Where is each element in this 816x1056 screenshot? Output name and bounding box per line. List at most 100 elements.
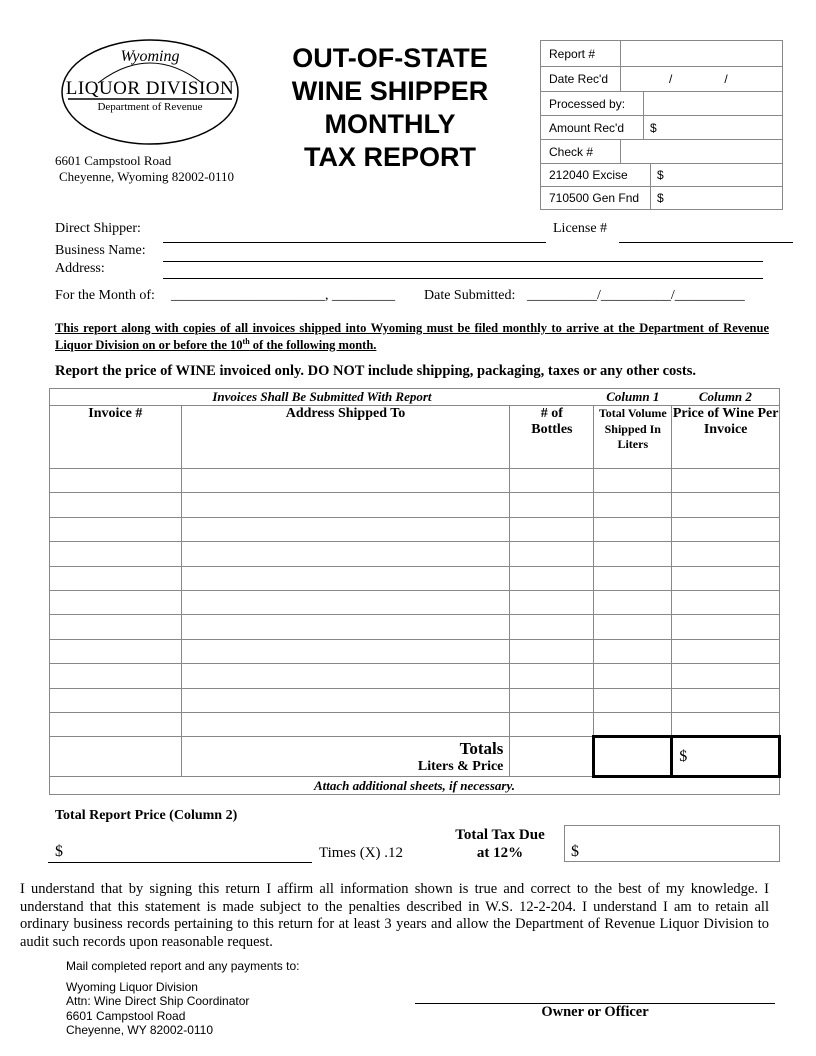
invoice-cell[interactable] [49,492,182,518]
invoice-cell[interactable] [49,467,182,494]
total-report-price-field[interactable]: $ [48,843,312,863]
table-row [49,638,780,665]
invoice-cell[interactable] [49,541,182,567]
gen-fund-field[interactable]: $ [657,191,664,205]
address-cell[interactable] [180,638,511,665]
address-line-2: Cheyenne, Wyoming 82002-0110 [59,169,235,184]
liters-cell[interactable] [593,711,673,738]
liters-cell[interactable] [593,687,673,713]
price-cell[interactable] [671,711,780,738]
tax-due-label: Total Tax Due at 12% [440,826,560,862]
bottles-cell[interactable] [509,687,595,713]
totals-price-cell[interactable]: $ [670,735,781,779]
license-field[interactable] [619,241,793,243]
price-cell[interactable] [671,467,780,494]
price-cell[interactable] [671,663,780,689]
bottles-cell[interactable] [509,614,595,640]
invoice-cell[interactable] [49,614,182,640]
address-cell[interactable] [180,467,511,494]
liters-cell[interactable] [593,467,673,494]
direct-shipper-label: Direct Shipper: [55,221,141,236]
processed-by-field[interactable] [644,92,782,115]
bottles-cell[interactable] [509,516,595,543]
address-cell[interactable] [180,589,511,616]
address-cell[interactable] [180,516,511,543]
address-cell[interactable] [180,541,511,567]
date-received-field[interactable]: / / [621,67,782,91]
address-cell[interactable] [180,687,511,713]
address-cell[interactable] [180,614,511,640]
bottles-cell[interactable] [509,565,595,591]
table-row [49,711,780,738]
address-cell[interactable] [180,492,511,518]
price-cell[interactable] [671,492,780,518]
declaration-text: I understand that by signing this return… [20,881,769,950]
price-cell[interactable] [671,516,780,543]
notice-text: of the following month. [249,338,377,353]
bottles-cell[interactable] [509,663,595,689]
times-label: Times (X) .12 [319,845,404,861]
excise-field[interactable]: $ [657,168,664,182]
header-volume: Total Volume Shipped In Liters [593,405,673,469]
invoice-cell[interactable] [49,687,182,713]
amount-received-field[interactable]: $ [650,120,657,135]
bottles-cell[interactable] [509,589,595,616]
price-cell[interactable] [671,614,780,640]
business-name-field[interactable] [163,260,763,262]
bottles-cell[interactable] [509,467,595,494]
price-cell[interactable] [671,565,780,591]
amount-received-label: Amount Rec'd [541,116,644,139]
month-of-field[interactable]: ______________________, _________ [171,288,395,303]
table-row [49,541,780,567]
header-invoice: Invoice # [49,405,182,469]
liquor-division-logo: Wyoming LIQUOR DIVISION Department of Re… [60,38,240,146]
liters-cell[interactable] [593,589,673,616]
logo-script: Wyoming [120,48,180,65]
price-cell[interactable] [671,589,780,616]
report-number-field[interactable] [621,41,782,66]
liters-cell[interactable] [593,638,673,665]
invoice-cell[interactable] [49,663,182,689]
address-cell[interactable] [180,663,511,689]
bottles-cell[interactable] [509,492,595,518]
tax-due-line: at 12% [476,845,524,861]
header-price: Price of Wine Per Invoice [671,405,780,469]
liters-cell[interactable] [593,516,673,543]
check-number-field[interactable] [621,140,782,163]
invoice-cell[interactable] [49,516,182,543]
liters-cell[interactable] [593,565,673,591]
excise-label: 212040 Excise [541,164,651,186]
totals-row: Totals Liters & Price $ [49,735,781,779]
address-cell[interactable] [180,565,511,591]
direct-shipper-field[interactable] [163,241,546,243]
tax-due-field[interactable]: $ [564,825,780,862]
liters-cell[interactable] [593,663,673,689]
title-line: MONTHLY [324,109,456,139]
bottles-cell[interactable] [509,541,595,567]
liters-cell[interactable] [593,492,673,518]
liters-cell[interactable] [593,614,673,640]
invoice-cell[interactable] [49,565,182,591]
totals-bottles-cell[interactable] [509,736,595,778]
totals-liters-cell[interactable] [592,735,674,779]
mail-line: Attn: Wine Direct Ship Coordinator [66,994,250,1009]
invoice-cell[interactable] [49,711,182,738]
address-cell[interactable] [180,711,511,738]
date-received-label: Date Rec'd [541,67,621,91]
table-row [49,565,780,591]
liters-cell[interactable] [593,541,673,567]
price-cell[interactable] [671,638,780,665]
signature-line[interactable] [415,1002,775,1004]
price-cell[interactable] [671,541,780,567]
table-row [49,589,780,616]
notice-text: This report along with copies of all inv… [55,321,769,353]
invoice-cell[interactable] [49,589,182,616]
address-field[interactable] [163,277,763,279]
date-submitted-field[interactable]: __________/__________/__________ [527,288,745,303]
price-cell[interactable] [671,687,780,713]
invoice-cell[interactable] [49,638,182,665]
date-submitted-label: Date Submitted: [424,288,516,303]
total-report-price-label: Total Report Price (Column 2) [55,808,238,823]
bottles-cell[interactable] [509,711,595,738]
bottles-cell[interactable] [509,638,595,665]
